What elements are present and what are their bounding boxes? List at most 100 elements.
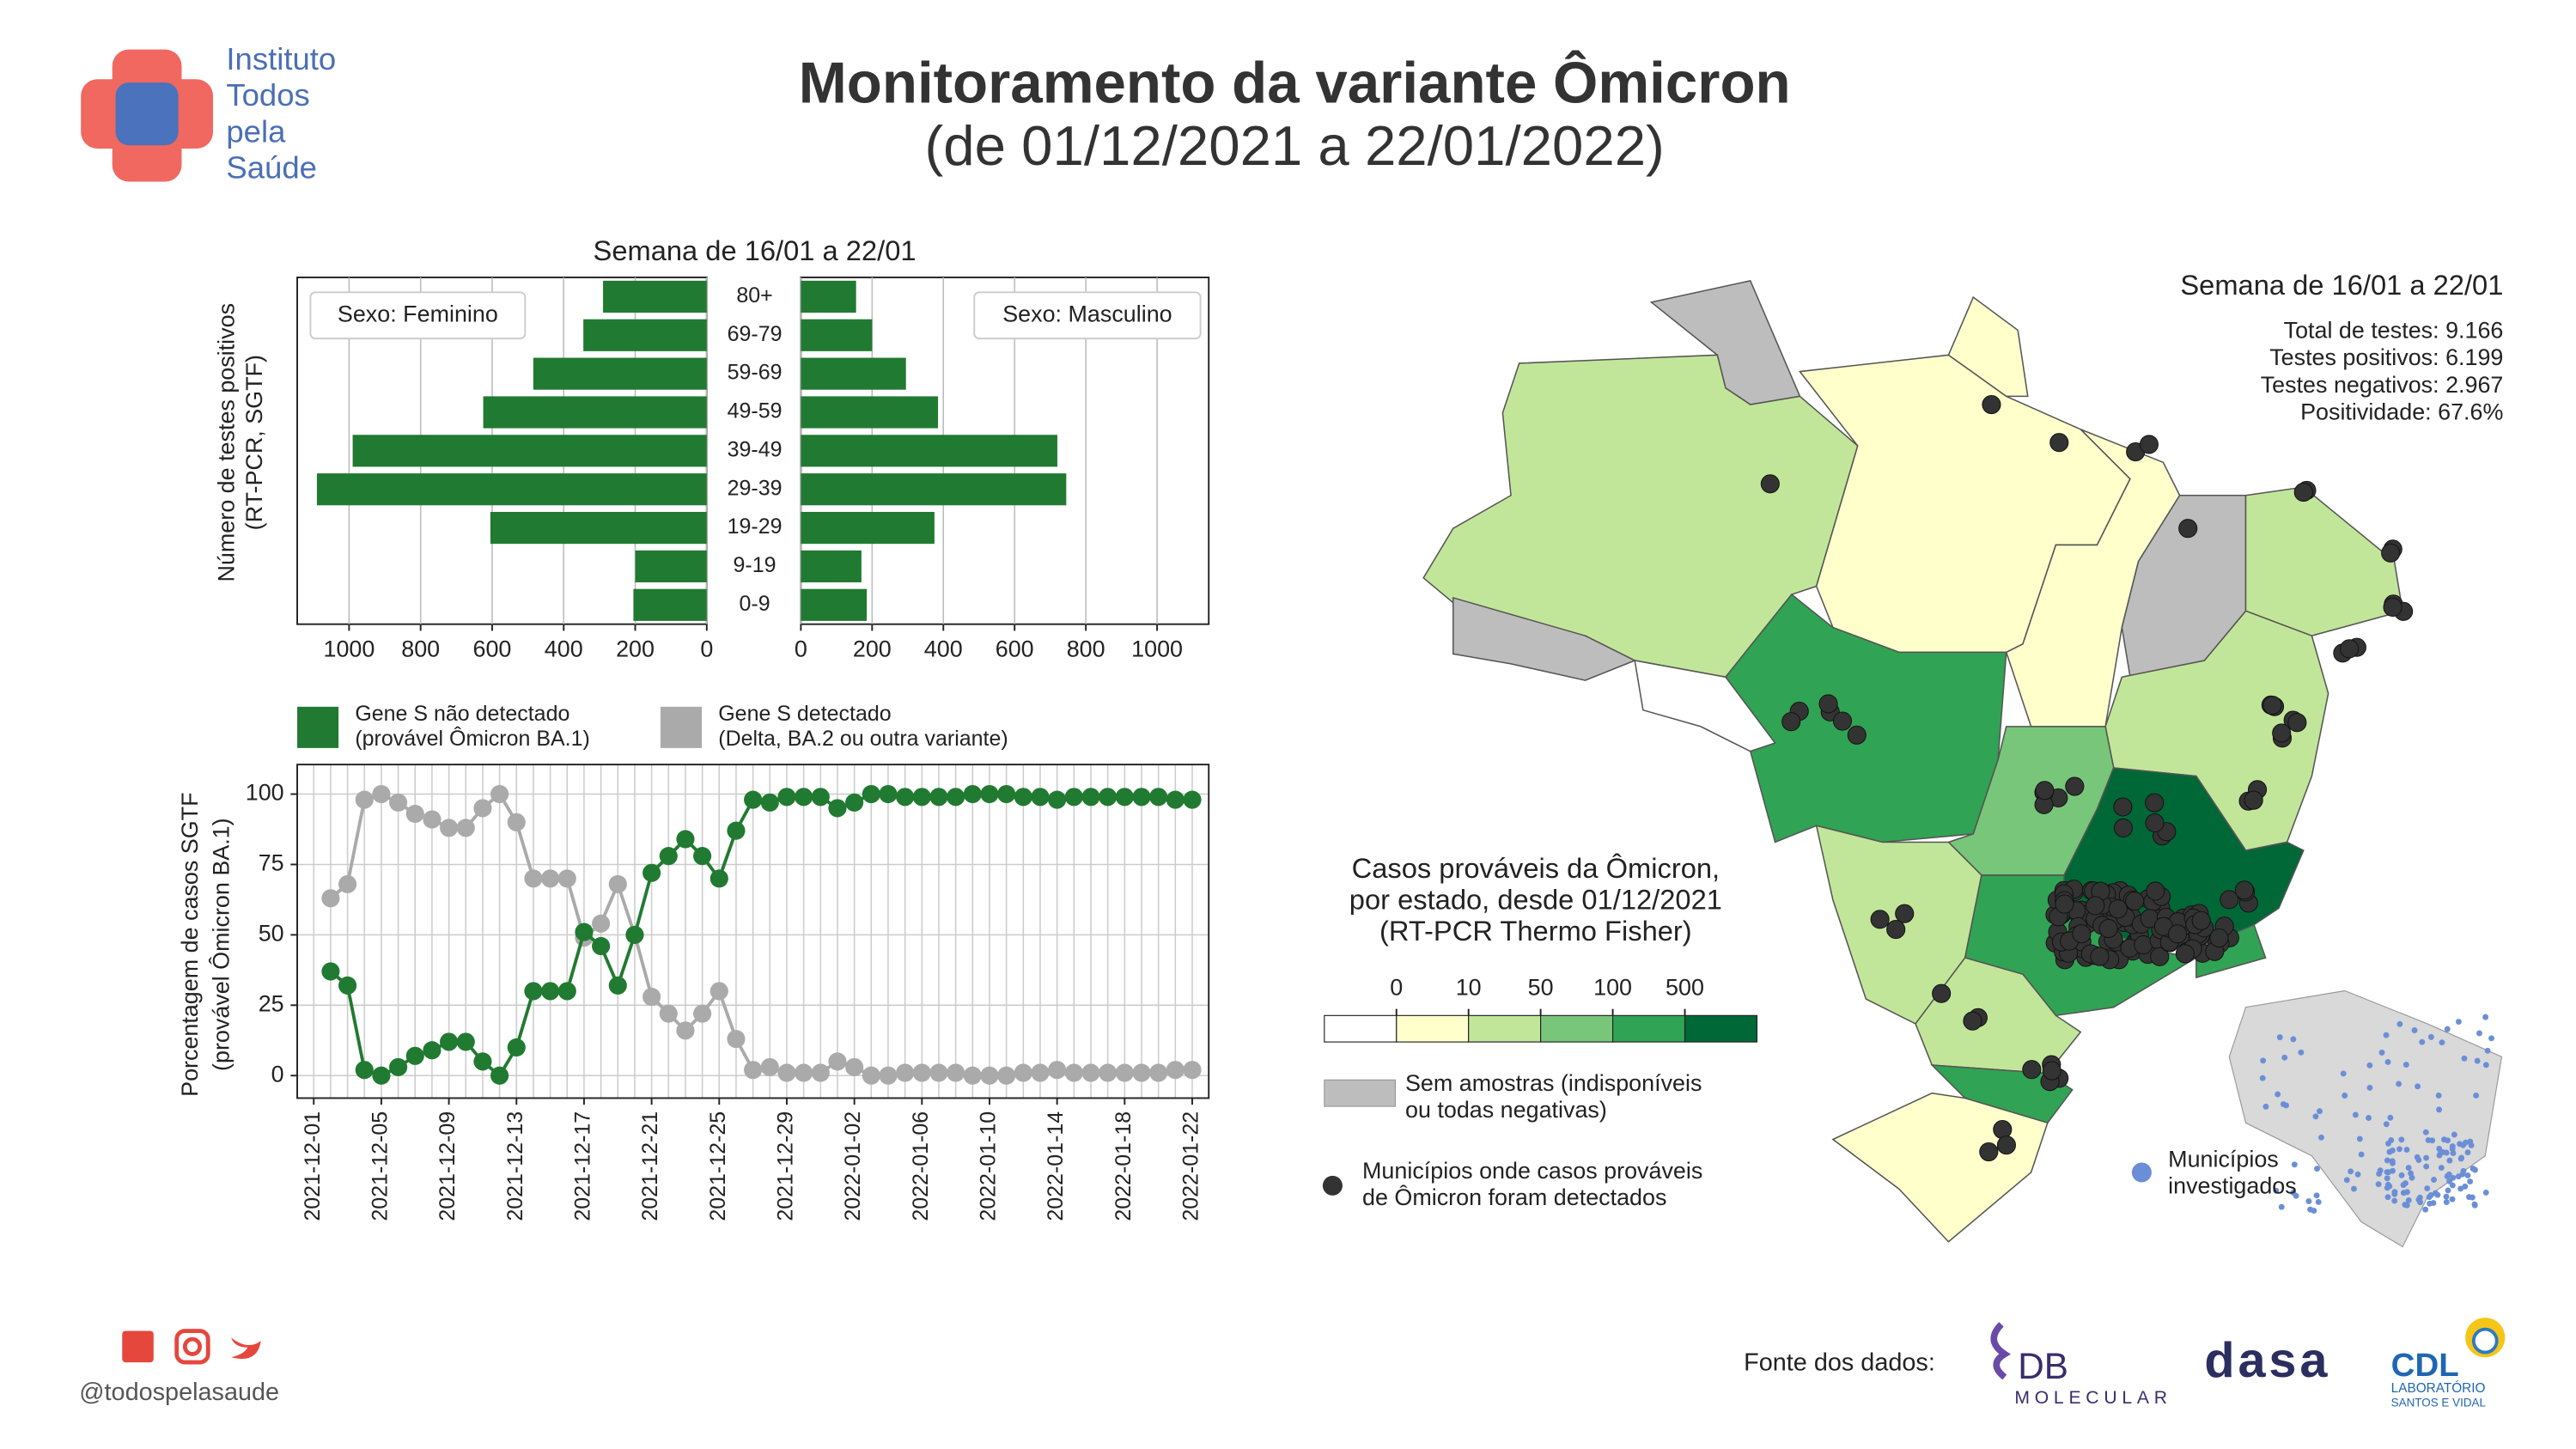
legend-box bbox=[973, 291, 1202, 340]
legend-label: Municípios bbox=[2168, 1147, 2279, 1172]
investigated-dot bbox=[2474, 1057, 2481, 1064]
bar bbox=[490, 511, 707, 545]
marker bbox=[557, 982, 576, 1001]
bar bbox=[633, 588, 707, 621]
municipality-dot bbox=[2178, 519, 2198, 539]
investigated-dot bbox=[2443, 1199, 2450, 1205]
investigated-dot bbox=[2314, 1166, 2320, 1172]
investigated-dot bbox=[2457, 1141, 2463, 1148]
x-tick-label: 600 bbox=[473, 636, 512, 662]
marker bbox=[896, 1063, 915, 1082]
colorbar-segment bbox=[1684, 1014, 1758, 1043]
marker bbox=[1149, 788, 1168, 807]
marker bbox=[405, 1046, 424, 1065]
category-label: 59-69 bbox=[728, 361, 783, 385]
marker bbox=[659, 847, 678, 866]
marker bbox=[642, 987, 661, 1007]
marker bbox=[1031, 1063, 1050, 1082]
marker bbox=[423, 1041, 442, 1060]
colorbar-tick-label: 0 bbox=[1390, 975, 1403, 1001]
municipality-dot bbox=[2209, 928, 2229, 948]
investigated-dot bbox=[2340, 1070, 2347, 1077]
marker bbox=[760, 793, 779, 812]
investigated-dot bbox=[2375, 1181, 2382, 1188]
marker bbox=[321, 962, 340, 981]
investigated-dot bbox=[2390, 1167, 2396, 1174]
db-logo-mark bbox=[1990, 1322, 2012, 1380]
y-axis-label: Número de testes positivos bbox=[213, 303, 239, 582]
dasa-logo: dasa bbox=[2204, 1333, 2330, 1388]
marker bbox=[828, 1052, 847, 1071]
investigated-dot bbox=[2459, 1171, 2466, 1178]
bar bbox=[801, 396, 939, 429]
municipality-dot bbox=[2150, 947, 2170, 966]
municipality-dot bbox=[2244, 790, 2263, 810]
stats-line: Positividade: 67.6% bbox=[2300, 399, 2503, 425]
marker bbox=[1014, 1063, 1032, 1082]
x-tick-label: 2021-12-29 bbox=[774, 1111, 798, 1221]
investigated-dot bbox=[2449, 1196, 2456, 1202]
municipality-dot bbox=[2191, 910, 2211, 930]
legend-label: (Delta, BA.2 ou outra variante) bbox=[718, 727, 1008, 751]
municipality-dot bbox=[2049, 433, 2069, 453]
investigated-dot bbox=[2467, 1178, 2474, 1184]
chart-title: Semana de 16/01 a 22/01 bbox=[594, 234, 917, 266]
investigated-dot bbox=[2259, 1075, 2266, 1081]
marker bbox=[338, 874, 357, 893]
municipality-dot bbox=[1870, 910, 1890, 929]
investigated-dot bbox=[2411, 1027, 2418, 1033]
municipality-dot bbox=[2139, 435, 2159, 454]
x-tick-label: 0 bbox=[700, 636, 713, 662]
bar bbox=[352, 435, 707, 467]
marker bbox=[727, 821, 746, 840]
marker bbox=[980, 784, 999, 804]
investigated-swatch bbox=[2131, 1162, 2152, 1183]
investigated-dot bbox=[2457, 1185, 2464, 1192]
marker bbox=[744, 1061, 763, 1080]
investigated-dot bbox=[2458, 1154, 2465, 1161]
cdl-logo-sub: SANTOS E VIDAL bbox=[2391, 1397, 2487, 1409]
marker bbox=[845, 1057, 864, 1076]
investigated-dot bbox=[2451, 1131, 2457, 1138]
marker bbox=[372, 1066, 391, 1085]
investigated-dot bbox=[2464, 1172, 2471, 1178]
marker bbox=[405, 804, 424, 824]
bar bbox=[801, 319, 873, 351]
marker bbox=[456, 1032, 475, 1051]
marker bbox=[709, 982, 728, 1001]
investigated-dot bbox=[2290, 1189, 2297, 1196]
marker bbox=[795, 1063, 813, 1082]
x-tick-label: 2021-12-05 bbox=[368, 1111, 393, 1221]
x-tick-label: 1000 bbox=[323, 636, 375, 662]
investigated-dot bbox=[2422, 1206, 2429, 1213]
investigated-dot bbox=[2467, 1138, 2474, 1145]
marker bbox=[1048, 790, 1067, 809]
bar bbox=[603, 280, 707, 313]
marker bbox=[676, 830, 695, 849]
bar bbox=[533, 357, 707, 390]
x-tick-label: 2021-12-13 bbox=[503, 1111, 527, 1221]
marker bbox=[423, 810, 442, 829]
marker bbox=[389, 1057, 408, 1076]
legend-label: Municípios onde casos prováveis bbox=[1362, 1158, 1702, 1184]
instagram-icon[interactable] bbox=[174, 1329, 210, 1365]
investigated-dot bbox=[2290, 1036, 2297, 1043]
marker bbox=[1115, 1063, 1134, 1082]
facebook-icon[interactable] bbox=[122, 1330, 154, 1363]
marker bbox=[1048, 1061, 1067, 1080]
municipality-dot bbox=[1781, 712, 1801, 732]
investigated-dot bbox=[2403, 1147, 2410, 1153]
marker bbox=[845, 793, 864, 812]
investigated-dot bbox=[2342, 1093, 2348, 1099]
social-icons[interactable] bbox=[122, 1329, 261, 1365]
bar bbox=[801, 435, 1057, 467]
investigated-dot bbox=[2387, 1114, 2394, 1121]
investigated-dot bbox=[2343, 1177, 2350, 1184]
investigated-dot bbox=[2444, 1173, 2451, 1180]
x-tick-label: 600 bbox=[996, 636, 1034, 662]
investigated-dot bbox=[2471, 1202, 2478, 1209]
map-title: (RT-PCR Thermo Fisher) bbox=[1379, 915, 1692, 947]
marker bbox=[440, 819, 459, 837]
twitter-icon[interactable] bbox=[231, 1337, 261, 1360]
